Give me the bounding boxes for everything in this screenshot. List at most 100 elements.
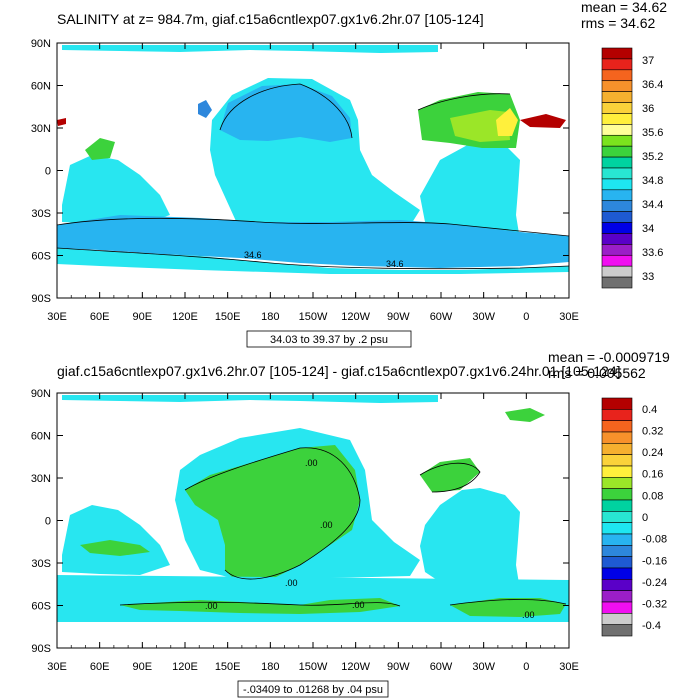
colorbar-label: 0 — [642, 512, 648, 524]
colorbar-label: -0.32 — [642, 599, 667, 611]
colorbar-label: -0.4 — [642, 620, 661, 632]
colorbar-swatch — [601, 47, 633, 60]
colorbar-swatch — [601, 102, 633, 114]
colorbar-label: 36.4 — [642, 79, 663, 91]
colorbar: 37 36.4 36 35.6 35.2 34.8 34.4 34 33.6 33 — [601, 47, 663, 289]
north-atlantic-core — [450, 110, 510, 142]
map-area: 34.6 34.6 — [56, 42, 570, 299]
pacific-positive-region — [185, 445, 360, 585]
x-tick-label: 30W — [472, 311, 495, 323]
arctic-ocean-region — [62, 45, 438, 53]
contour-label: .00 — [352, 600, 365, 610]
west-pacific-patch — [198, 100, 212, 118]
contour-label: .00 — [320, 520, 333, 530]
colorbar-swatch — [601, 265, 633, 278]
colorbar-swatch — [601, 276, 633, 289]
y-tick-label: 60S — [31, 251, 51, 263]
mediterranean-region — [520, 114, 566, 128]
contour-line — [419, 462, 481, 493]
colorbar-swatch — [601, 567, 633, 580]
colorbar-swatch — [601, 397, 633, 410]
colorbar-swatch — [601, 545, 633, 557]
colorbar-label: 34.8 — [642, 175, 663, 187]
x-tick-label: 30W — [472, 661, 495, 673]
colorbar-swatch — [601, 556, 633, 569]
salinity-panel: SALINITY at z= 984.7m, giaf.c15a6cntlexp… — [31, 0, 667, 348]
contour-line — [417, 93, 511, 111]
atlantic-ocean-region — [420, 488, 520, 592]
north-atlantic-patch — [420, 458, 480, 492]
colorbar-swatch — [601, 613, 633, 625]
x-tick-label: 150W — [299, 661, 328, 673]
mean-label: mean = 34.62 — [581, 0, 667, 15]
contour-line — [219, 83, 353, 139]
red-sea-region — [57, 118, 66, 126]
colorbar-swatch — [601, 58, 633, 71]
colorbar-swatch — [601, 233, 633, 245]
colorbar-label: -0.24 — [642, 577, 667, 589]
y-tick-label: 30S — [31, 208, 51, 220]
arabian-sea-region — [85, 138, 115, 160]
southern-ocean-band — [57, 215, 569, 268]
colorbar-swatch — [601, 80, 633, 92]
contour-label: 34.6 — [244, 250, 262, 260]
colorbar-swatch — [601, 156, 633, 169]
x-tick-label: 60W — [430, 311, 453, 323]
colorbar-swatch — [601, 488, 633, 501]
y-tick-label: 90S — [31, 643, 51, 655]
colorbar-swatch — [601, 145, 633, 158]
x-tick-label: 90W — [387, 661, 410, 673]
colorbar-swatch — [601, 511, 633, 523]
colorbar-swatch — [601, 189, 633, 202]
contour-label: .00 — [522, 610, 535, 620]
contour-label: .00 — [305, 458, 318, 468]
contour-info: -.03409 to .01268 by .04 psu — [243, 684, 383, 696]
x-tick-label: 90W — [387, 311, 410, 323]
contour-line — [449, 599, 567, 606]
x-tick-label: 90E — [133, 311, 153, 323]
colorbar-swatch — [601, 499, 633, 512]
y-tick-label: 0 — [45, 516, 51, 528]
x-tick-label: 150E — [215, 311, 241, 323]
y-tick-label: 90N — [31, 38, 51, 50]
y-tick-label: 0 — [45, 166, 51, 178]
contour-line — [119, 601, 401, 607]
indian-ocean-region — [62, 505, 170, 575]
colorbar-label: 0.4 — [642, 404, 657, 416]
colorbar-swatch — [601, 601, 633, 614]
arctic-ocean-region — [62, 395, 438, 403]
y-tick-label: 30N — [31, 473, 51, 485]
x-tick-label: 150W — [299, 311, 328, 323]
colorbar-swatch — [601, 254, 633, 267]
colorbar-swatch — [601, 579, 633, 591]
x-tick-label: 0 — [523, 311, 529, 323]
difference-panel: giaf.c15a6cntlexp07.gx1v6.2hr.07 [105-12… — [31, 349, 670, 698]
panel-title: SALINITY at z= 984.7m, giaf.c15a6cntlexp… — [57, 11, 484, 27]
colorbar-swatch — [601, 91, 633, 103]
contour-label: .00 — [205, 601, 218, 611]
x-tick-label: 120E — [172, 661, 198, 673]
colorbar-label: 35.2 — [642, 151, 663, 163]
x-tick-label: 60W — [430, 661, 453, 673]
contour-line — [57, 247, 569, 270]
y-tick-label: 60N — [31, 81, 51, 93]
colorbar: 0.4 0.32 0.24 0.16 0.08 0 -0.08 -0.16 -0.24 -0.32… — [601, 397, 667, 637]
colorbar-swatch — [601, 420, 633, 433]
axis-ticks: 30E 60E 90E 120E 150E 180 150W 120W 90W 60W 30W 0 30… — [31, 388, 579, 673]
colorbar-label: -0.16 — [642, 555, 667, 567]
indian-positive-patch — [80, 540, 150, 556]
x-tick-label: 60E — [90, 661, 110, 673]
colorbar-swatch — [601, 134, 633, 147]
x-tick-label: 0 — [523, 661, 529, 673]
contour-line — [184, 447, 361, 580]
rms-label: rms = 34.62 — [581, 15, 656, 31]
contour-info-box: -.03409 to .01268 by .04 psu — [237, 680, 389, 698]
colorbar-swatch — [601, 409, 633, 421]
map-area: .00 .00 .00 .00 .00 .00 — [56, 392, 570, 649]
colorbar-swatch — [601, 244, 633, 256]
colorbar-label: -0.08 — [642, 534, 667, 546]
south-atlantic-positive — [450, 598, 566, 617]
colorbar-label: 36 — [642, 103, 654, 115]
x-tick-label: 60E — [90, 311, 110, 323]
